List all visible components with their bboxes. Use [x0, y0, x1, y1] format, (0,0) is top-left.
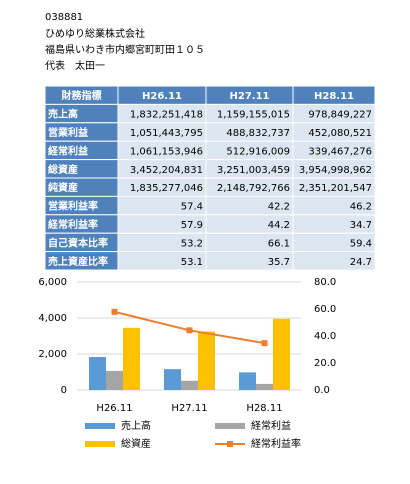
cell-value: 42.2 [268, 202, 290, 213]
legend-label: 経常利益率 [251, 437, 301, 450]
cell-value: 2,351,201,547 [299, 183, 372, 194]
legend-swatch [85, 423, 115, 429]
row-label: 売上資産比率 [48, 255, 108, 268]
legend-marker [227, 441, 233, 447]
line-marker [111, 308, 118, 315]
cell-value: 3,251,003,459 [217, 165, 290, 176]
x-tick-label: H28.11 [246, 403, 282, 414]
cell-value: 1,061,153,946 [130, 146, 203, 157]
row-label: 総資産 [48, 163, 78, 176]
bar [256, 383, 273, 390]
row-label: 経常利益率 [48, 218, 98, 231]
x-tick-label: H26.11 [96, 403, 132, 414]
y-tick-label: 2,000 [38, 349, 67, 360]
cell-value: 1,159,155,015 [217, 110, 290, 121]
cell-value: 339,467,276 [308, 146, 372, 157]
legend-label: 売上高 [121, 419, 151, 432]
row-label: 営業利益 [48, 126, 88, 139]
cell-value: 1,832,251,418 [130, 110, 203, 121]
cell-value: 3,452,204,831 [130, 165, 203, 176]
row-label: 自己資本比率 [48, 236, 108, 249]
company: ひめゆり総業株式会社 [45, 27, 145, 40]
cell-value: 1,051,443,795 [130, 128, 203, 139]
legend-swatch [215, 423, 245, 429]
cell-value: 46.2 [350, 202, 372, 213]
cell-value: 452,080,521 [308, 128, 372, 139]
y-tick-label: 6,000 [38, 277, 67, 288]
header-text: H26.11 [142, 91, 182, 102]
cell-value: 53.2 [181, 238, 203, 249]
cell-value: 66.1 [268, 238, 290, 249]
x-tick-label: H27.11 [171, 403, 207, 414]
y2-tick-label: 40.0 [314, 331, 336, 342]
header-text: H28.11 [314, 91, 354, 102]
bar [198, 331, 215, 390]
cell-value: 34.7 [350, 220, 372, 231]
legend-label: 総資産 [121, 437, 151, 450]
bar [239, 372, 256, 390]
cell-value: 978,849,227 [308, 110, 372, 121]
bar [164, 369, 181, 390]
legend-swatch [85, 441, 115, 447]
row-label: 営業利益率 [48, 200, 98, 213]
y2-tick-label: 0.0 [314, 385, 330, 396]
cell-value: 53.1 [181, 257, 203, 268]
legend-label: 経常利益 [251, 419, 291, 432]
line-marker [186, 327, 193, 334]
cell-value: 35.7 [268, 257, 290, 268]
code: 038881 [45, 12, 83, 23]
y-tick-label: 0 [61, 385, 67, 396]
address: 福島県いわき市内郷宮町町田１０５ [45, 43, 205, 56]
row-label: 売上高 [48, 108, 78, 121]
bar [123, 327, 140, 390]
cell-value: 512,916,009 [226, 146, 290, 157]
cell-value: 57.4 [181, 202, 203, 213]
y-tick-label: 4,000 [38, 313, 67, 324]
cell-value: 488,832,737 [226, 128, 290, 139]
representative: 代表 太田一 [45, 59, 105, 72]
header-text: H27.11 [230, 91, 270, 102]
row-label: 経常利益 [48, 144, 88, 157]
y2-tick-label: 60.0 [314, 304, 336, 315]
bar [273, 318, 290, 390]
bar [89, 357, 106, 390]
cell [292, 251, 376, 271]
row-label: 純資産 [48, 181, 78, 194]
y2-tick-label: 20.0 [314, 358, 336, 369]
cell-value: 24.7 [350, 257, 372, 268]
cell-value: 2,148,792,766 [217, 183, 290, 194]
header-text: 財務指標 [61, 89, 102, 102]
cell-value: 3,954,998,962 [299, 165, 372, 176]
cell-value: 57.9 [181, 220, 203, 231]
bar [106, 370, 123, 390]
cell-value: 44.2 [268, 220, 290, 231]
cell-value: 59.4 [350, 238, 372, 249]
cell-value: 1,835,277,046 [130, 183, 203, 194]
bar [181, 380, 198, 390]
line-marker [261, 340, 268, 347]
y2-tick-label: 80.0 [314, 277, 336, 288]
